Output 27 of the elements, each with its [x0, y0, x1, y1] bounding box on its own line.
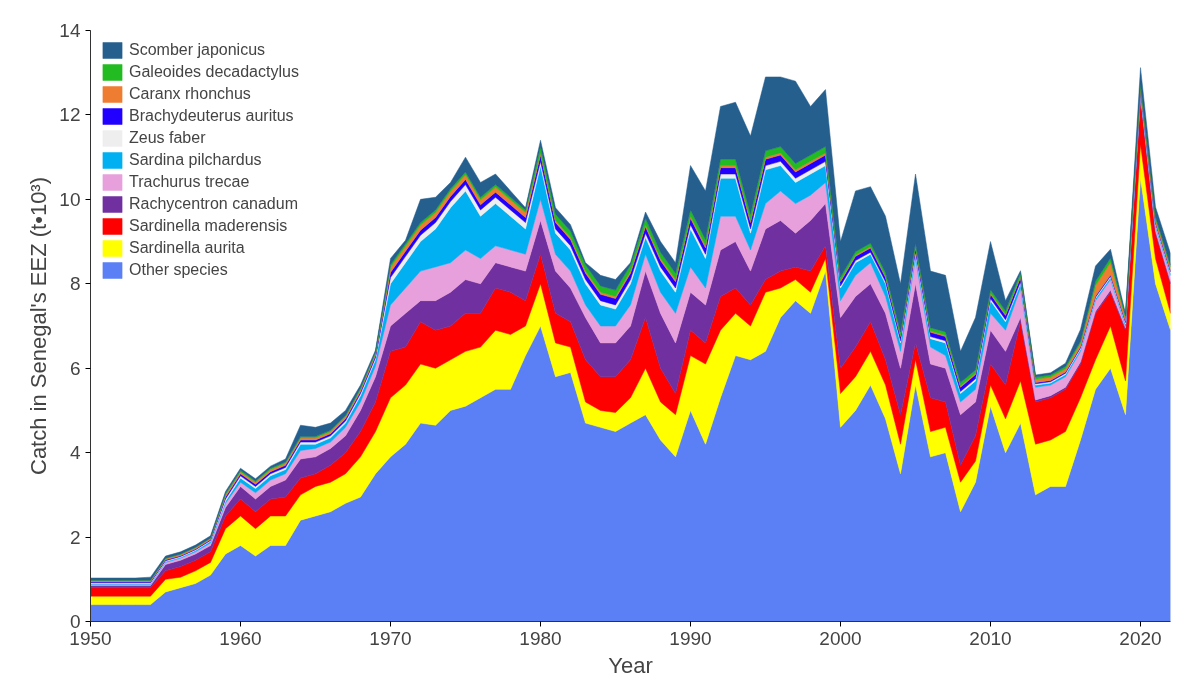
x-tick-label: 1990 [669, 627, 712, 649]
legend-label: Brachydeuterus auritus [129, 107, 294, 125]
legend-label: Caranx rhonchus [129, 85, 251, 103]
y-tick-label: 14 [59, 20, 81, 41]
x-tick-label: 1960 [219, 627, 262, 649]
legend-label: Sardinella aurita [129, 239, 245, 257]
x-axis-title: Year [608, 652, 653, 678]
y-axis-title: Catch in Senegal's EEZ (t•10³) [26, 176, 52, 476]
legend-label: Galeoides decadactylus [129, 63, 299, 81]
x-tick-label: 2020 [1119, 627, 1162, 649]
x-tick-label: 1980 [519, 627, 562, 649]
legend-label: Scomber japonicus [129, 41, 266, 59]
y-tick-label: 10 [59, 188, 81, 210]
y-tick-label: 2 [69, 526, 81, 548]
legend-label: Trachurus trecae [129, 173, 250, 191]
legend-label: Sardina pilchardus [129, 151, 262, 169]
legend-label: Sardinella maderensis [129, 217, 288, 235]
legend-label: Zeus faber [129, 129, 206, 147]
y-tick-label: 12 [59, 104, 81, 126]
legend-label: Other species [129, 261, 228, 279]
y-tick-label: 4 [69, 442, 81, 464]
x-tick-label: 1970 [369, 627, 412, 649]
y-tick-label: 6 [69, 357, 81, 379]
x-tick-label: 2000 [819, 627, 862, 649]
x-tick-label: 2010 [969, 627, 1012, 649]
legend-label: Rachycentron canadum [129, 195, 298, 213]
y-tick-label: 8 [69, 273, 81, 295]
